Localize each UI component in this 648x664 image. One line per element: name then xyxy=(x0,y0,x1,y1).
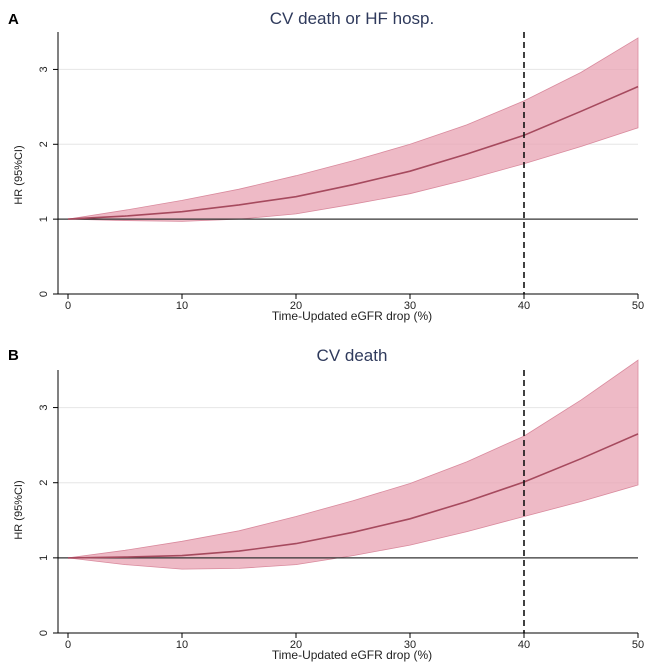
y-tick-label-a: 1 xyxy=(38,216,50,222)
hr-line-b xyxy=(67,433,639,559)
x-tick-label-b: 30 xyxy=(404,639,416,651)
x-tick-label-a: 0 xyxy=(65,300,71,312)
y-tick-label-b: 3 xyxy=(38,405,50,411)
panel-b: B CV death HR (95%CI) Time-Updated eGFR … xyxy=(8,346,644,662)
y-tick-label-b: 2 xyxy=(38,480,50,486)
x-axis-label-b: Time-Updated eGFR drop (%) xyxy=(272,648,432,662)
panel-letter-a: A xyxy=(8,11,19,28)
panel-letter-b: B xyxy=(8,347,19,364)
y-tick-label-a: 0 xyxy=(38,291,50,297)
chart-title-b: CV death xyxy=(317,346,388,365)
x-tick-label-b: 50 xyxy=(632,639,644,651)
y-axis-label-a: HR (95%CI) xyxy=(13,145,25,204)
x-tick-label-a: 20 xyxy=(290,300,302,312)
x-tick-label-b: 0 xyxy=(65,639,71,651)
x-tick-label-b: 40 xyxy=(518,639,530,651)
y-axis-label-b: HR (95%CI) xyxy=(13,480,25,539)
panel-a: A CV death or HF hosp. HR (95%CI) Time-U… xyxy=(8,9,644,323)
x-tick-label-a: 40 xyxy=(518,300,530,312)
y-tick-label-a: 3 xyxy=(38,66,50,72)
x-tick-label-a: 30 xyxy=(404,300,416,312)
hr-line-a xyxy=(67,85,639,220)
chart-title-a: CV death or HF hosp. xyxy=(270,9,434,28)
x-tick-label-a: 10 xyxy=(176,300,188,312)
y-tick-label-b: 0 xyxy=(38,630,50,636)
y-tick-label-b: 1 xyxy=(38,555,50,561)
x-tick-label-a: 50 xyxy=(632,300,644,312)
x-axis-label-a: Time-Updated eGFR drop (%) xyxy=(272,309,432,323)
confidence-band-b xyxy=(67,359,639,570)
y-tick-label-a: 2 xyxy=(38,141,50,147)
confidence-band-a xyxy=(67,37,639,222)
x-tick-label-b: 10 xyxy=(176,639,188,651)
x-tick-label-b: 20 xyxy=(290,639,302,651)
